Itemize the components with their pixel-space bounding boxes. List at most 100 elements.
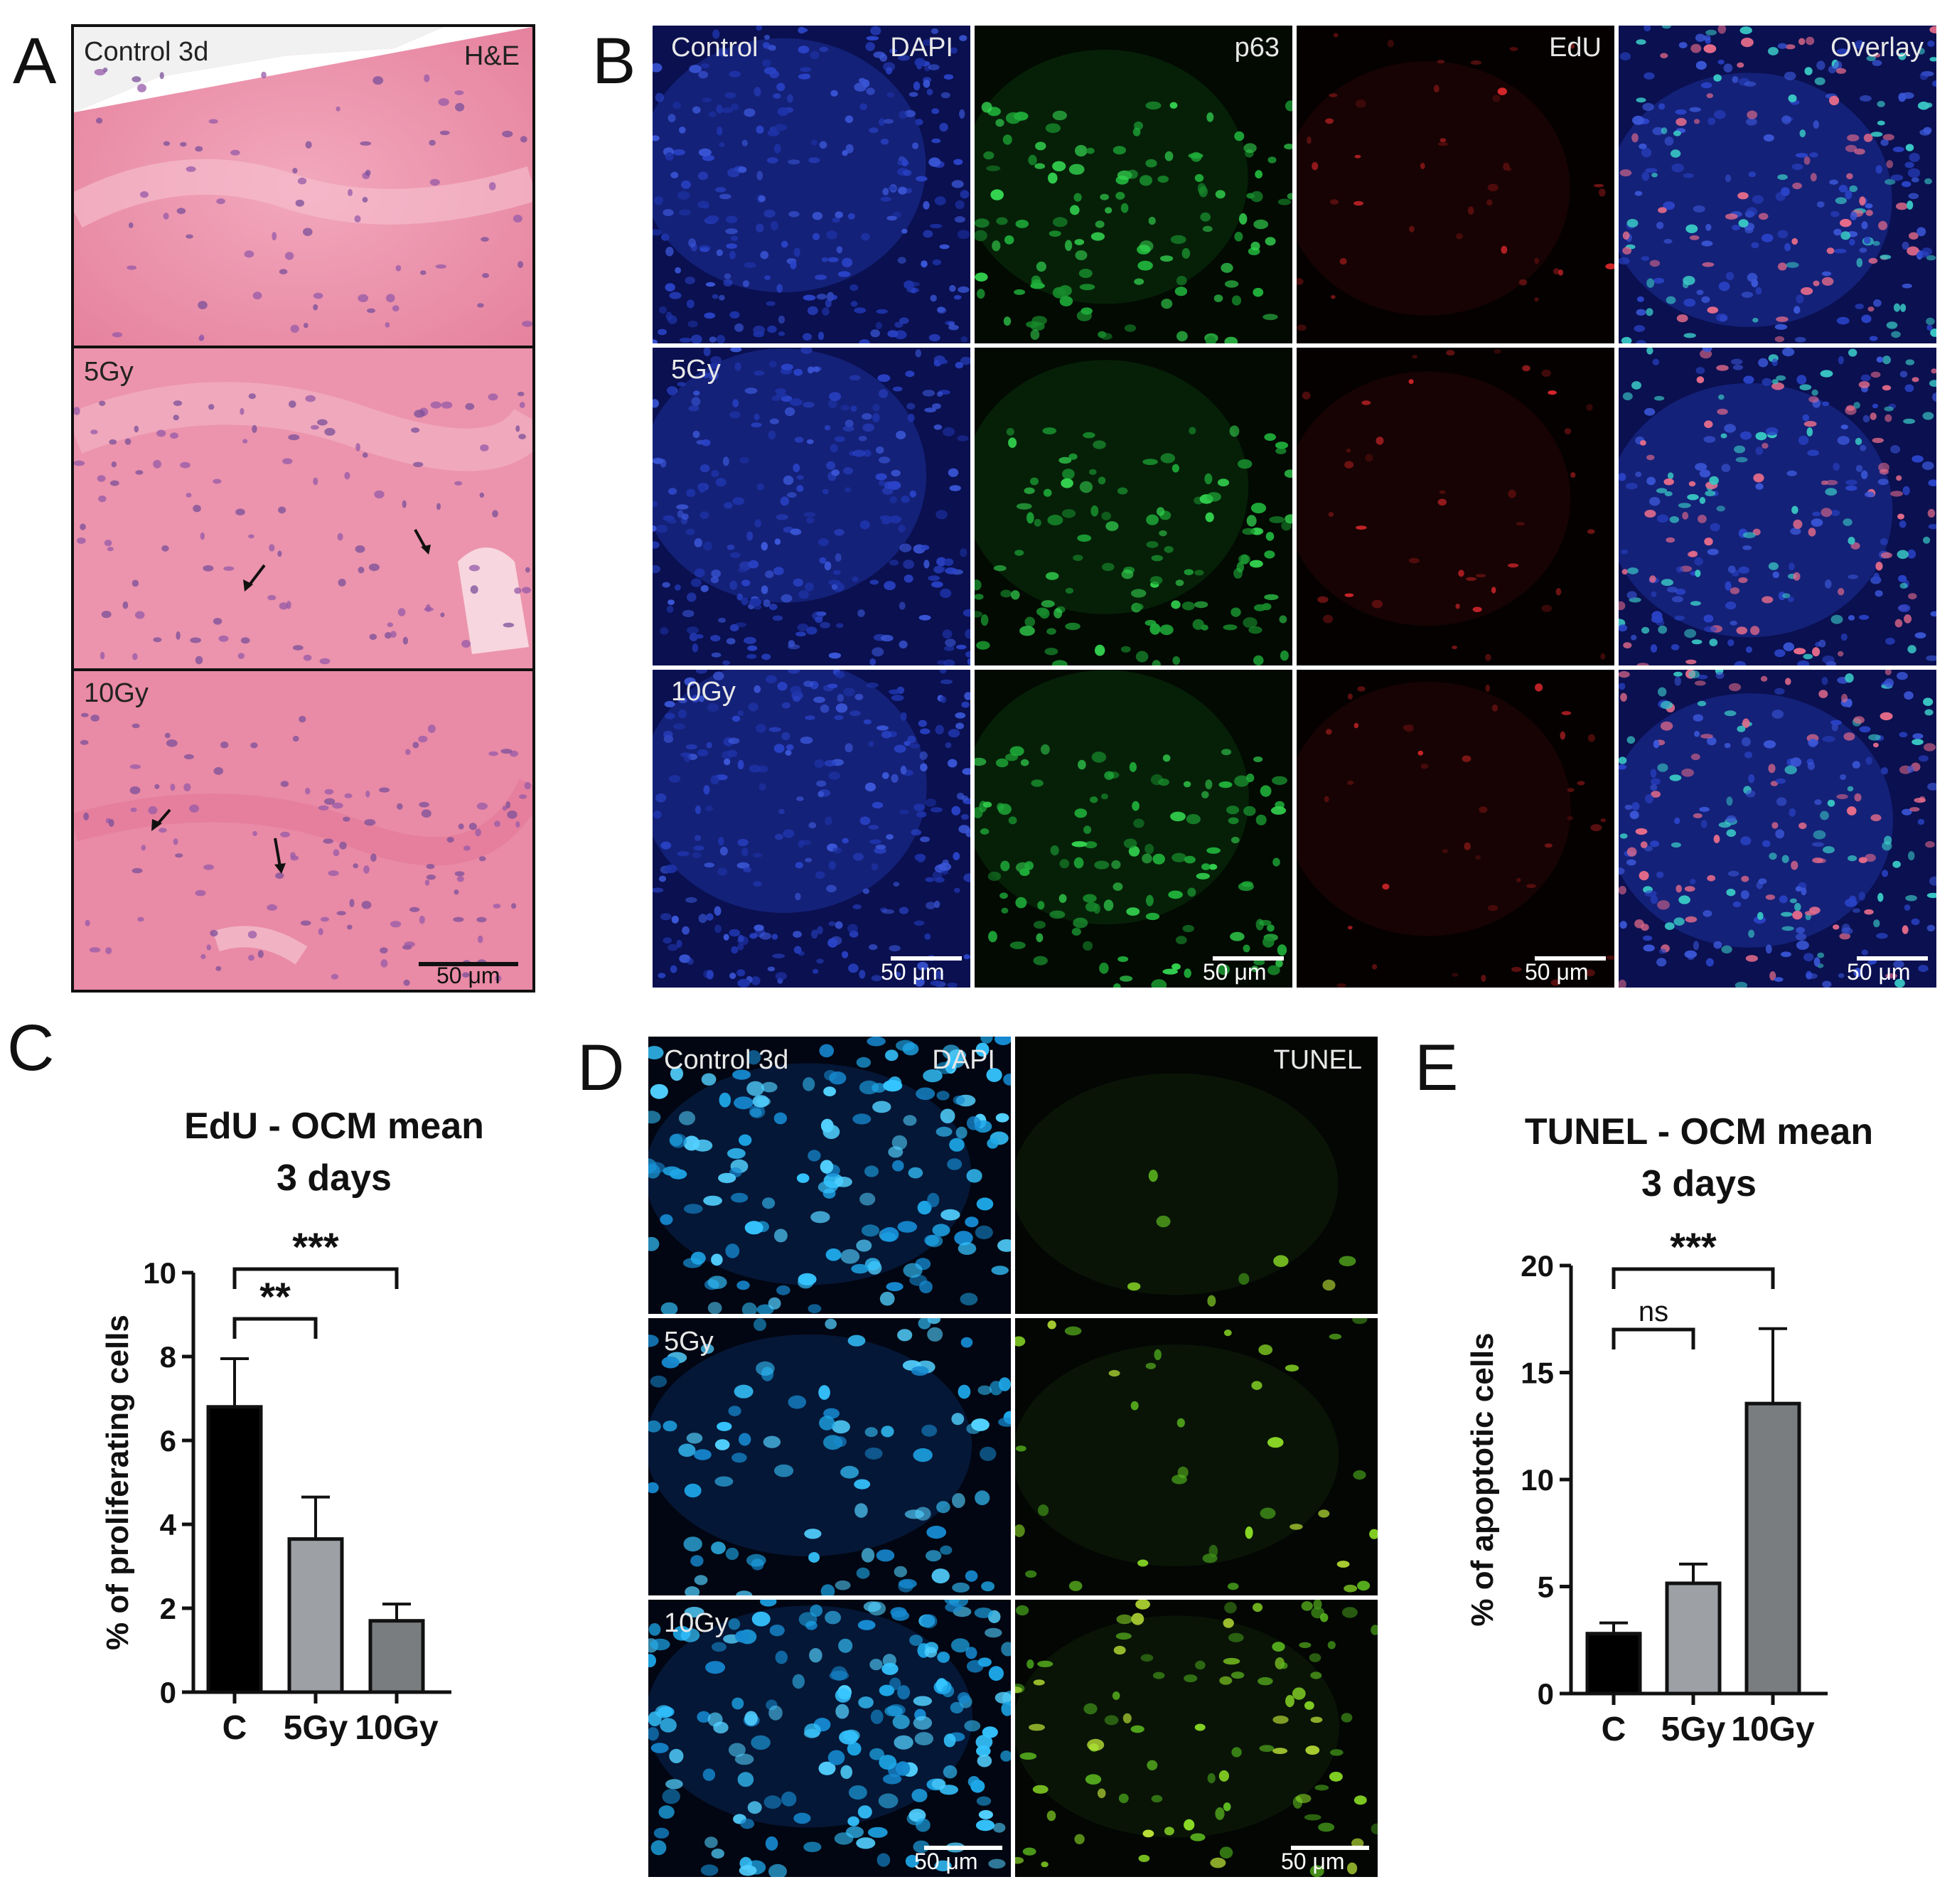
cell-mark bbox=[1782, 593, 1791, 599]
cell-mark bbox=[763, 1795, 782, 1809]
cell-mark bbox=[889, 48, 897, 54]
cell-mark bbox=[960, 336, 968, 343]
cell-mark bbox=[935, 1126, 953, 1137]
cell-mark bbox=[1653, 395, 1665, 401]
cell-mark bbox=[1861, 949, 1868, 956]
cell-mark bbox=[848, 1785, 867, 1800]
cell-mark bbox=[1309, 1865, 1324, 1877]
cell-mark bbox=[947, 759, 958, 768]
cell-mark bbox=[1664, 491, 1673, 496]
cell-mark bbox=[1833, 228, 1842, 236]
cell-mark bbox=[731, 1697, 744, 1710]
cell-mark bbox=[881, 1426, 894, 1438]
cell-mark bbox=[975, 272, 988, 282]
cell-mark bbox=[1301, 1601, 1313, 1611]
cell-mark bbox=[1833, 60, 1843, 70]
cell-mark bbox=[876, 309, 888, 314]
cell-mark bbox=[945, 567, 958, 574]
cell-mark bbox=[1741, 38, 1754, 48]
cell-mark bbox=[1716, 314, 1728, 322]
cell-mark bbox=[1025, 1570, 1037, 1578]
cell-mark bbox=[859, 970, 866, 979]
cell-mark bbox=[1859, 726, 1871, 733]
cell-mark bbox=[736, 1280, 750, 1290]
cell-mark bbox=[1774, 323, 1788, 330]
cell-mark bbox=[1154, 1349, 1162, 1361]
cell-mark bbox=[926, 902, 936, 909]
cell-mark bbox=[955, 361, 964, 369]
cell-mark bbox=[903, 1115, 917, 1126]
cell-mark bbox=[1122, 1713, 1132, 1723]
cell-mark bbox=[1117, 956, 1129, 962]
cell-mark bbox=[958, 286, 970, 293]
cell-mark bbox=[704, 862, 715, 868]
cell-mark bbox=[887, 330, 899, 338]
cell-mark bbox=[660, 1718, 677, 1733]
cell-mark bbox=[1714, 109, 1726, 119]
cell-mark bbox=[1074, 1834, 1085, 1844]
cell-mark bbox=[936, 391, 943, 397]
nucleus-mark bbox=[318, 805, 329, 811]
cell-mark bbox=[878, 389, 889, 398]
nucleus-mark bbox=[492, 510, 498, 518]
channel-label: DAPI bbox=[890, 33, 953, 63]
cell-mark bbox=[980, 1446, 997, 1461]
cell-mark bbox=[1028, 154, 1037, 166]
channel-label: EdU bbox=[1549, 33, 1602, 63]
cell-mark bbox=[1636, 296, 1644, 302]
cell-mark bbox=[795, 631, 806, 637]
cell-mark bbox=[732, 399, 739, 407]
cell-mark bbox=[686, 299, 695, 309]
cell-mark bbox=[864, 1448, 883, 1460]
cell-mark bbox=[904, 574, 913, 583]
cell-mark bbox=[1751, 279, 1759, 288]
cell-mark bbox=[1043, 488, 1052, 497]
cell-mark bbox=[976, 1745, 991, 1757]
channel-label: TUNEL bbox=[1273, 1045, 1362, 1075]
cell-mark bbox=[716, 249, 723, 257]
cell-mark bbox=[921, 1424, 938, 1437]
cell-mark bbox=[1001, 1642, 1011, 1657]
cell-mark bbox=[1660, 53, 1668, 59]
cell-mark bbox=[1930, 611, 1936, 617]
cell-mark bbox=[1285, 1364, 1299, 1371]
significance-bracket bbox=[232, 1317, 318, 1339]
cell-mark bbox=[768, 1297, 781, 1310]
cell-mark bbox=[914, 1732, 933, 1745]
cell-mark bbox=[702, 1768, 716, 1781]
cell-mark bbox=[1666, 296, 1676, 304]
cell-mark bbox=[1746, 118, 1757, 126]
cell-mark bbox=[1044, 648, 1058, 656]
cell-mark bbox=[1905, 359, 1915, 365]
cell-mark bbox=[703, 204, 709, 209]
cell-mark bbox=[650, 1638, 670, 1651]
cell-mark bbox=[773, 744, 785, 753]
cell-mark bbox=[824, 561, 832, 571]
cell-mark bbox=[1923, 127, 1932, 134]
arrow-icon bbox=[243, 564, 266, 592]
cell-mark bbox=[746, 1050, 761, 1065]
cell-mark bbox=[1064, 1326, 1082, 1336]
nucleus-mark bbox=[300, 920, 311, 926]
cell-mark bbox=[1113, 983, 1121, 988]
cell-mark bbox=[1841, 927, 1853, 935]
cell-mark bbox=[1880, 139, 1889, 146]
cell-mark bbox=[775, 388, 786, 394]
cell-mark bbox=[700, 63, 710, 68]
cell-mark bbox=[1669, 516, 1679, 523]
cell-mark bbox=[1812, 647, 1821, 657]
cell-mark bbox=[1820, 370, 1833, 378]
cell-mark bbox=[1682, 511, 1689, 520]
cell-mark bbox=[1846, 405, 1855, 412]
cell-mark bbox=[1511, 966, 1522, 973]
cell-mark bbox=[787, 94, 793, 103]
cell-mark bbox=[1765, 944, 1772, 954]
cell-mark bbox=[950, 47, 958, 54]
nucleus-mark bbox=[267, 904, 278, 911]
cell-mark bbox=[1075, 250, 1088, 260]
cell-mark bbox=[1115, 191, 1125, 200]
cell-mark bbox=[685, 1586, 700, 1595]
cell-mark bbox=[954, 216, 965, 223]
nucleus-mark bbox=[242, 439, 248, 444]
cell-mark bbox=[1693, 119, 1700, 124]
